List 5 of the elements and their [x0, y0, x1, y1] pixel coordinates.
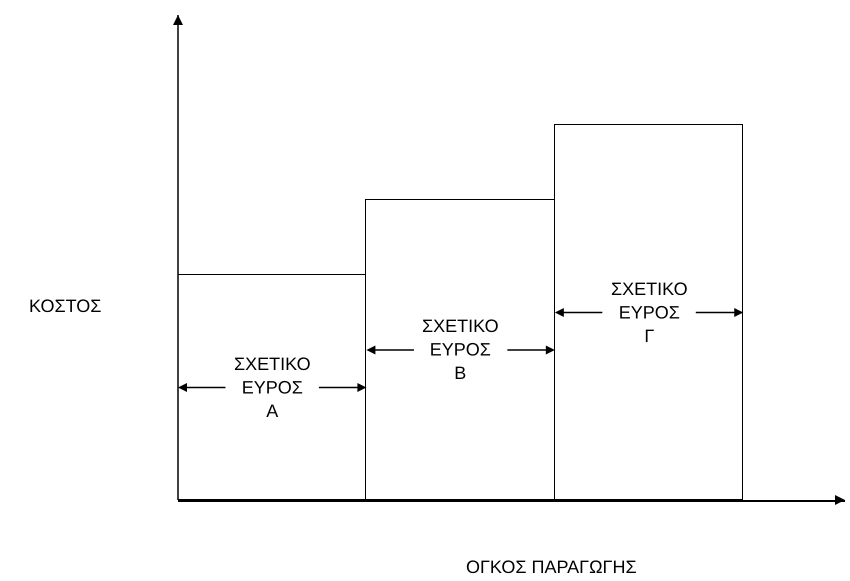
- x-tick-label: ΣΧΕΤΙΚΟ ΕΥΡΟΣ Β: [422, 316, 499, 383]
- y-axis-title: ΚΟΣΤΟΣ: [29, 296, 102, 316]
- x-axis-title: ΟΓΚΟΣ ΠΑΡΑΓΩΓΗΣ: [466, 557, 637, 577]
- x-tick-label: ΣΧΕΤΙΚΟ ΕΥΡΟΣ Γ: [611, 279, 688, 346]
- x-tick-label: ΣΧΕΤΙΚΟ ΕΥΡΟΣ Α: [234, 354, 311, 421]
